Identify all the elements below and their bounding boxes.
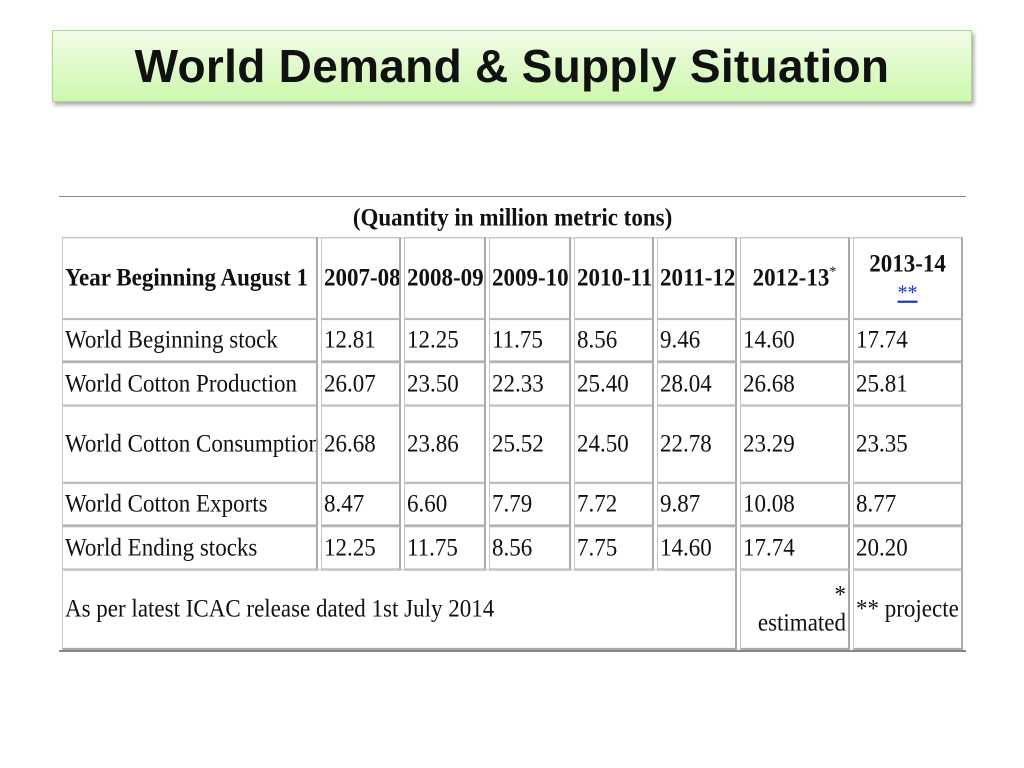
col-header: 2010-11 <box>574 236 654 321</box>
projected-mark-link[interactable]: ** <box>897 281 918 305</box>
col-header-label: 2009-10 <box>492 263 569 291</box>
table-cell: 8.47 <box>321 482 401 527</box>
table-cell: 22.78 <box>657 405 737 484</box>
table-row: World Ending stocks 12.25 11.75 8.56 7.75 14.… <box>62 526 964 571</box>
col-header-label: 2012-13 <box>752 263 830 291</box>
col-header: 2011-12 <box>657 236 737 321</box>
table-cell: 6.60 <box>404 482 486 527</box>
row-label: World Cotton Consumption <box>62 405 318 484</box>
table-cell: 26.68 <box>321 405 401 484</box>
table-cell: 28.04 <box>657 362 737 407</box>
table-row: World Beginning stock 12.81 12.25 11.75 8.56… <box>62 318 964 363</box>
table-cell: 8.77 <box>853 482 964 527</box>
table-cell: 23.35 <box>853 405 964 484</box>
table-row: World Cotton Exports 8.47 6.60 7.79 7.72 9.87… <box>62 482 964 527</box>
table-cell: 8.56 <box>574 318 654 363</box>
row-label: World Cotton Production <box>62 362 318 407</box>
estimated-note: * estimated <box>740 569 850 650</box>
col-header: 2008-09 <box>404 236 486 321</box>
col-header: 2013-14 ** <box>853 236 964 321</box>
unit-row: (Quantity in million metric tons) <box>62 199 964 239</box>
table-cell: 24.50 <box>574 405 654 484</box>
table-cell: 9.87 <box>657 482 737 527</box>
table-cell: 25.52 <box>489 405 571 484</box>
table-cell: 20.20 <box>853 526 964 571</box>
col-header-label: 2008-09 <box>407 263 484 291</box>
supply-demand-table: (Quantity in million metric tons) Year B… <box>59 196 967 652</box>
table-cell: 23.86 <box>404 405 486 484</box>
table-cell: 22.33 <box>489 362 571 407</box>
source-note: As per latest ICAC release dated 1st Jul… <box>62 569 737 650</box>
table-cell: 26.68 <box>740 362 850 407</box>
col-header-label: 2011-12 <box>660 263 736 291</box>
table-cell: 25.40 <box>574 362 654 407</box>
slide-title: World Demand & Supply Situation <box>134 40 890 92</box>
col-header: 2009-10 <box>489 236 571 321</box>
table-cell: 12.25 <box>321 526 401 571</box>
header-row: Year Beginning August 1 2007-08 2008-09 … <box>62 236 964 321</box>
table-cell: 12.81 <box>321 318 401 363</box>
table-cell: 17.74 <box>853 318 964 363</box>
table-cell: 26.07 <box>321 362 401 407</box>
table-cell: 14.60 <box>740 318 850 363</box>
header-label: Year Beginning August 1 <box>62 236 318 321</box>
table-cell: 17.74 <box>740 526 850 571</box>
table-cell: 14.60 <box>657 526 737 571</box>
table-cell: 23.29 <box>740 405 850 484</box>
col-header: 2012-13* <box>740 236 850 321</box>
col-header-label: 2013-14 <box>869 249 946 277</box>
estimated-mark: * <box>829 264 837 281</box>
table-row: World Cotton Consumption 26.68 23.86 25.52 2… <box>62 405 964 484</box>
table-cell: 7.75 <box>574 526 654 571</box>
table-cell: 7.79 <box>489 482 571 527</box>
footer-row: As per latest ICAC release dated 1st Jul… <box>62 569 964 650</box>
table-cell: 11.75 <box>489 318 571 363</box>
unit-caption: (Quantity in million metric tons) <box>62 199 964 239</box>
table-row: World Cotton Production 26.07 23.50 22.33 25… <box>62 362 964 407</box>
table-cell: 11.75 <box>404 526 486 571</box>
table-cell: 10.08 <box>740 482 850 527</box>
title-box: World Demand & Supply Situation <box>52 30 972 102</box>
row-label: World Ending stocks <box>62 526 318 571</box>
table-cell: 7.72 <box>574 482 654 527</box>
table-cell: 23.50 <box>404 362 486 407</box>
col-header-label: 2007-08 <box>324 263 401 291</box>
row-label: World Beginning stock <box>62 318 318 363</box>
table-cell: 12.25 <box>404 318 486 363</box>
table-cell: 8.56 <box>489 526 571 571</box>
col-header-label: 2010-11 <box>577 263 653 291</box>
table-cell: 9.46 <box>657 318 737 363</box>
table-cell: 25.81 <box>853 362 964 407</box>
col-header: 2007-08 <box>321 236 401 321</box>
row-label: World Cotton Exports <box>62 482 318 527</box>
projected-note: ** projecte <box>853 569 964 650</box>
